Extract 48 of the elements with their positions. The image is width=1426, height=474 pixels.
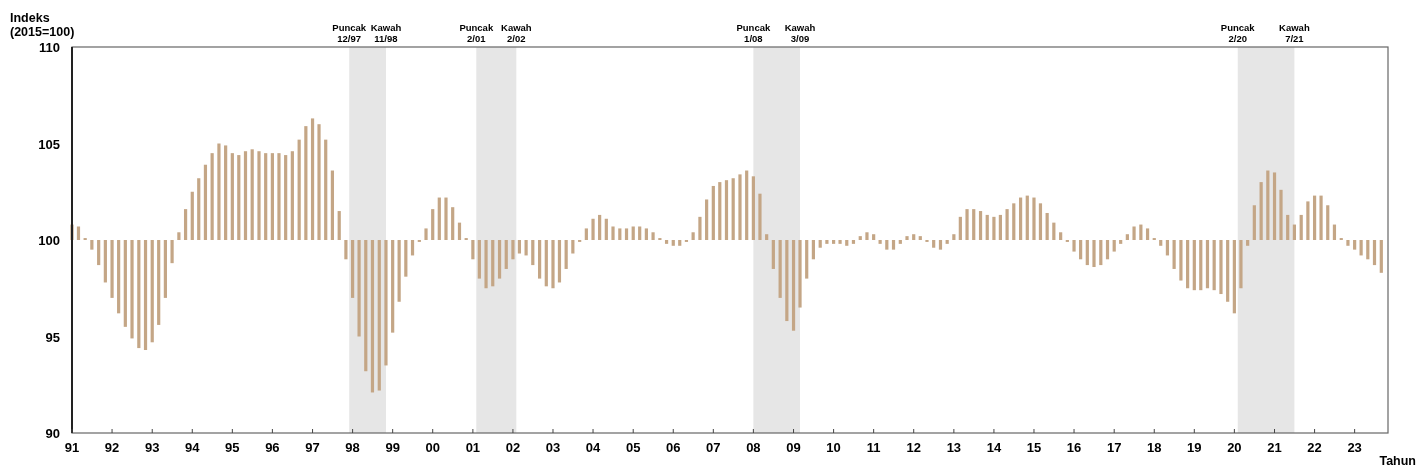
y-axis-title: Indeks (2015=100) [10, 11, 75, 39]
y-tick-label: 90 [45, 426, 60, 441]
x-tick-label: 11 [866, 440, 881, 455]
x-axis-title: Tahun [1379, 454, 1416, 468]
x-tick-label: 18 [1147, 440, 1162, 455]
x-tick-label: 00 [425, 440, 440, 455]
x-tick-label: 17 [1106, 440, 1122, 455]
annotation: Puncak 1/08 [736, 22, 771, 44]
x-tick-label: 10 [826, 440, 841, 455]
x-tick-label: 92 [104, 440, 120, 455]
x-tick-label: 21 [1267, 440, 1282, 455]
x-tick-label: 06 [666, 440, 681, 455]
x-tick-label: 91 [64, 440, 80, 455]
x-tick-label: 01 [465, 440, 481, 455]
annotation: Kawah 2/02 [501, 22, 532, 44]
x-tick-label: 96 [265, 440, 280, 455]
x-tick-label: 05 [625, 440, 641, 455]
x-tick-label: 19 [1187, 440, 1202, 455]
annotation: Puncak 2/20 [1220, 22, 1256, 44]
x-tick-label: 95 [225, 440, 240, 455]
x-tick-label: 99 [385, 440, 400, 455]
x-tick-label: 03 [545, 440, 561, 455]
y-tick-label: 105 [38, 136, 60, 152]
x-tick-label: 23 [1347, 440, 1362, 455]
y-tick-label: 110 [39, 40, 60, 55]
x-tick-label: 09 [786, 440, 801, 455]
x-tick-label: 02 [505, 440, 521, 455]
annotation: Puncak 2/01 [459, 22, 494, 44]
x-tick-label: 94 [185, 440, 201, 455]
x-tick-label: 14 [986, 440, 1002, 455]
x-tick-label: 12 [906, 440, 921, 455]
y-tick-label: 100 [38, 233, 60, 248]
x-tick-label: 93 [144, 440, 160, 455]
x-tick-label: 98 [345, 440, 360, 455]
x-tick-label: 08 [746, 440, 761, 455]
annotation: Puncak 12/97 [332, 22, 367, 44]
annotation: Kawah 11/98 [370, 22, 402, 44]
x-tick-label: 13 [946, 440, 962, 455]
x-tick-label: 22 [1307, 440, 1322, 455]
annotation: Kawah 7/21 [1279, 22, 1310, 44]
x-tick-label: 97 [305, 440, 320, 455]
x-tick-label: 20 [1227, 440, 1242, 455]
x-tick-label: 16 [1066, 440, 1082, 455]
x-tick-label: 15 [1026, 440, 1042, 455]
x-tick-label: 07 [706, 440, 721, 455]
y-tick-label: 95 [45, 329, 60, 345]
x-tick-label: 04 [585, 440, 602, 455]
annotation: Kawah 3/09 [784, 22, 816, 44]
